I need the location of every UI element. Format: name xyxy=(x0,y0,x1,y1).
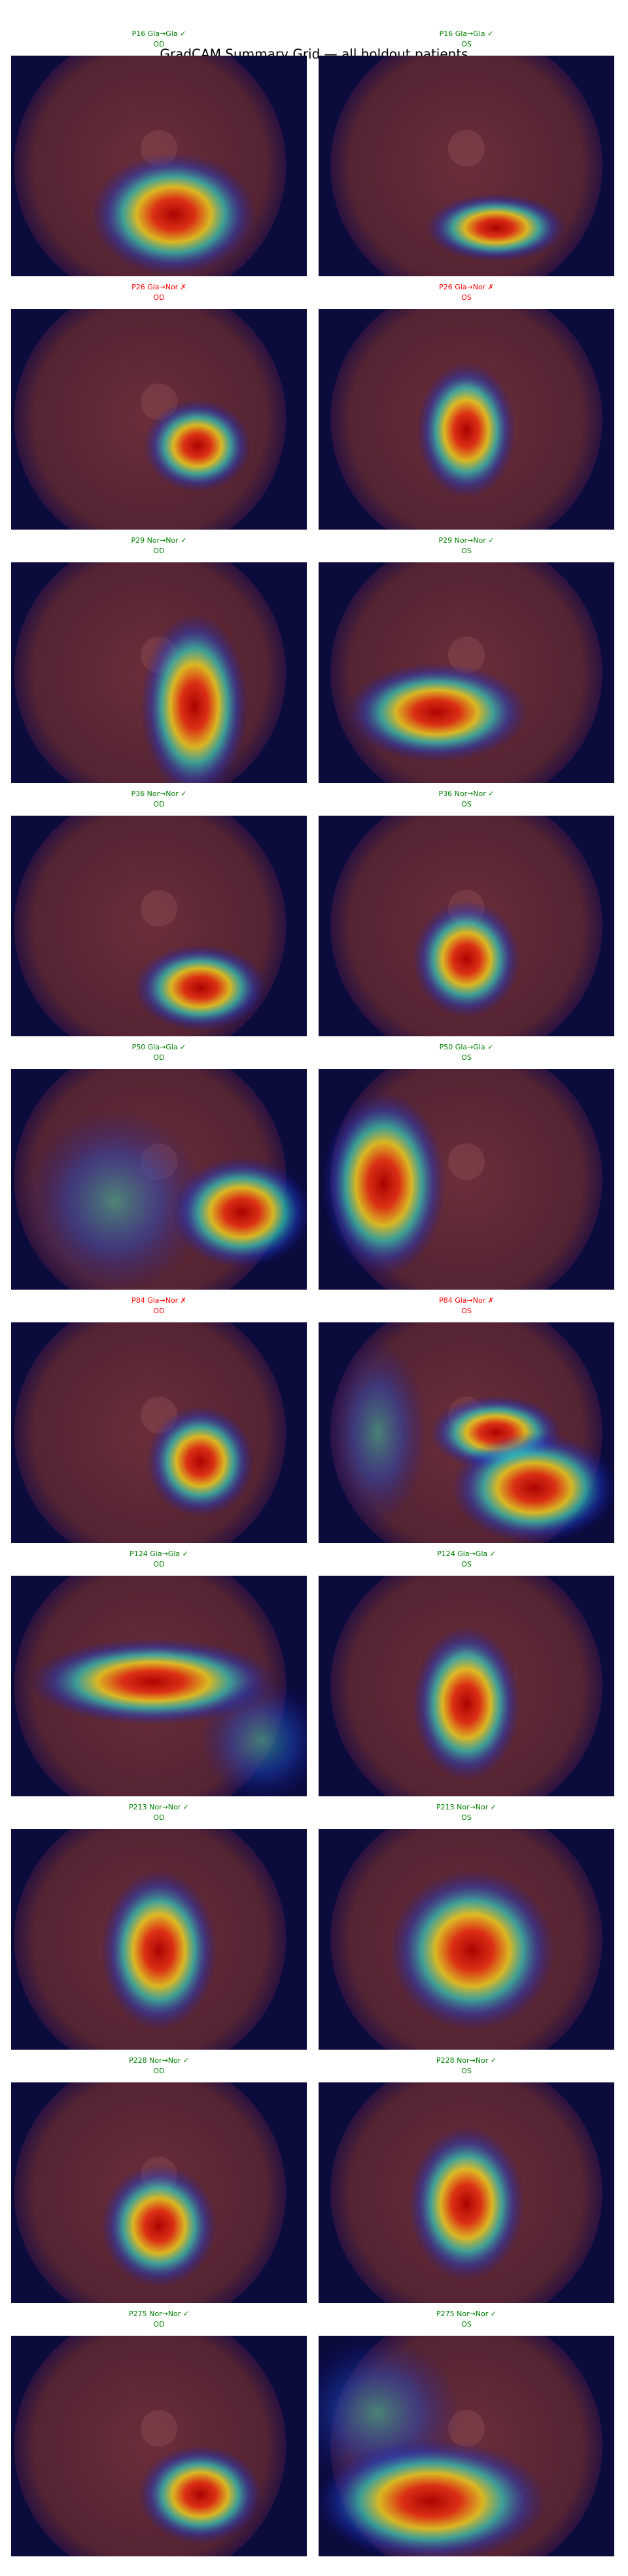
panel-label: P50 Gla→Gla ✓ xyxy=(440,1043,494,1051)
heatmap-blob xyxy=(412,1626,521,1781)
panel-eye: OD xyxy=(153,2320,164,2329)
panel-label: P36 Nor→Nor ✓ xyxy=(131,789,186,798)
panel-label: P26 Gla→Nor ✗ xyxy=(131,283,186,291)
optic-disc xyxy=(448,1143,485,1180)
panel-label: P26 Gla→Nor ✗ xyxy=(439,283,494,291)
gradcam-image xyxy=(319,309,614,530)
panel-eye: OD xyxy=(153,293,164,302)
optic-disc xyxy=(448,130,485,167)
panel-eye: OS xyxy=(461,1053,472,1062)
gradcam-image xyxy=(319,562,614,783)
panel-label: P228 Nor→Nor ✓ xyxy=(436,2056,497,2065)
gradcam-image xyxy=(319,2336,614,2556)
gradcam-image xyxy=(319,2082,614,2303)
panel-eye: OS xyxy=(461,1307,472,1315)
panel-label: P29 Nor→Nor ✓ xyxy=(438,536,494,545)
gradcam-image xyxy=(11,816,307,1036)
heatmap-blob xyxy=(101,2164,217,2288)
panel-label: P275 Nor→Nor ✓ xyxy=(436,2310,497,2318)
panel-label: P84 Gla→Nor ✗ xyxy=(131,1296,186,1305)
heatmap-blob xyxy=(24,1108,206,1290)
panel-label: P16 Gla→Gla ✓ xyxy=(440,29,494,38)
heatmap-blob xyxy=(321,1091,446,1277)
panel-eye: OS xyxy=(461,293,472,302)
panel-label: P84 Gla→Nor ✗ xyxy=(439,1296,494,1305)
panel-eye: OS xyxy=(461,40,472,48)
gradcam-image xyxy=(11,562,307,783)
heatmap-blob xyxy=(417,362,516,499)
panel-label: P275 Nor→Nor ✓ xyxy=(129,2310,189,2318)
panel-label: P124 Gla→Gla ✓ xyxy=(437,1550,496,1558)
heatmap-blob xyxy=(412,900,521,1018)
gradcam-image xyxy=(319,816,614,1036)
panel-label: P124 Gla→Gla ✓ xyxy=(130,1550,188,1558)
heatmap-blob xyxy=(141,613,249,783)
heatmap-blob xyxy=(319,2439,547,2556)
heatmap-blob xyxy=(451,1432,614,1543)
gradcam-image xyxy=(319,1829,614,2050)
gradcam-image xyxy=(319,1576,614,1796)
optic-disc xyxy=(141,2410,177,2447)
panel-label: P16 Gla→Gla ✓ xyxy=(132,29,186,38)
heatmap-blob xyxy=(138,2445,263,2545)
heatmap-blob xyxy=(143,399,252,492)
panel-eye: OD xyxy=(153,1813,164,1822)
heatmap-blob xyxy=(91,153,257,276)
heatmap-blob xyxy=(425,193,567,262)
optic-disc xyxy=(448,636,485,674)
gradcam-image xyxy=(11,1829,307,2050)
panel-eye: OD xyxy=(153,1053,164,1062)
panel-eye: OD xyxy=(153,1307,164,1315)
panel-eye: OD xyxy=(153,800,164,808)
gradcam-image xyxy=(319,1322,614,1543)
gradcam-image xyxy=(11,56,307,276)
panel-label: P228 Nor→Nor ✓ xyxy=(129,2056,189,2065)
panel-label: P36 Nor→Nor ✓ xyxy=(438,789,494,798)
panel-eye: OS xyxy=(461,800,472,808)
panel-label: P213 Nor→Nor ✓ xyxy=(129,1803,189,1811)
fundus xyxy=(14,816,287,1036)
gradcam-image xyxy=(11,2082,307,2303)
panel-label: P213 Nor→Nor ✓ xyxy=(436,1803,497,1811)
optic-disc xyxy=(141,890,177,927)
panel-eye: OD xyxy=(153,547,164,555)
panel-eye: OS xyxy=(461,1560,472,1569)
panel-eye: OD xyxy=(153,2067,164,2075)
panel-eye: OS xyxy=(461,2320,472,2329)
heatmap-blob xyxy=(345,662,529,762)
gradcam-image xyxy=(11,309,307,530)
heatmap-blob xyxy=(147,1406,254,1517)
gradcam-image xyxy=(11,2336,307,2556)
heatmap-blob xyxy=(134,944,267,1031)
gradcam-image xyxy=(11,1576,307,1796)
heatmap-blob xyxy=(101,1870,217,2031)
heatmap-blob xyxy=(200,1679,307,1796)
gradcam-image xyxy=(11,1069,307,1290)
heatmap-blob xyxy=(171,1157,307,1268)
panel-label: P50 Gla→Gla ✓ xyxy=(132,1043,186,1051)
panel-label: P29 Nor→Nor ✓ xyxy=(131,536,186,545)
gradcam-image xyxy=(319,1069,614,1290)
panel-eye: OD xyxy=(153,40,164,48)
gradcam-image xyxy=(11,1322,307,1543)
panel-eye: OS xyxy=(461,2067,472,2075)
panel-eye: OS xyxy=(461,547,472,555)
panel-eye: OS xyxy=(461,1813,472,1822)
heatmap-blob xyxy=(389,1870,555,2031)
gradcam-image xyxy=(319,56,614,276)
heatmap-blob xyxy=(328,1339,428,1526)
heatmap-blob xyxy=(408,2126,525,2281)
fundus xyxy=(14,309,287,530)
panel-eye: OD xyxy=(153,1560,164,1569)
